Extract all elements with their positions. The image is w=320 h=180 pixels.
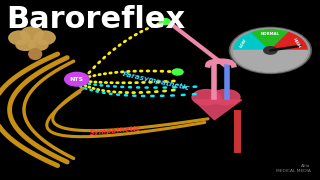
Ellipse shape (211, 90, 240, 105)
Circle shape (231, 28, 310, 73)
Text: HIGH: HIGH (292, 37, 301, 49)
Polygon shape (194, 100, 242, 120)
Ellipse shape (9, 31, 30, 45)
Ellipse shape (16, 40, 35, 50)
Ellipse shape (29, 49, 42, 59)
Circle shape (159, 19, 170, 25)
Wedge shape (234, 32, 270, 50)
Circle shape (172, 69, 183, 75)
Circle shape (229, 27, 311, 73)
Ellipse shape (29, 40, 48, 50)
Ellipse shape (35, 31, 55, 45)
Text: NORMAL: NORMAL (261, 32, 280, 36)
Text: Sympathetic: Sympathetic (90, 125, 141, 136)
Circle shape (65, 72, 89, 86)
Text: Baroreflex: Baroreflex (6, 5, 186, 34)
Wedge shape (270, 32, 307, 50)
Wedge shape (252, 30, 289, 50)
Wedge shape (234, 50, 307, 71)
Circle shape (264, 47, 277, 54)
Text: Parasympathetic: Parasympathetic (122, 71, 190, 91)
Text: NTS: NTS (70, 77, 84, 82)
Text: Alila
MEDICAL MEDIA: Alila MEDICAL MEDIA (276, 164, 310, 173)
Ellipse shape (192, 90, 221, 105)
Circle shape (234, 30, 307, 71)
Ellipse shape (21, 27, 43, 41)
Text: LOW: LOW (240, 38, 248, 48)
